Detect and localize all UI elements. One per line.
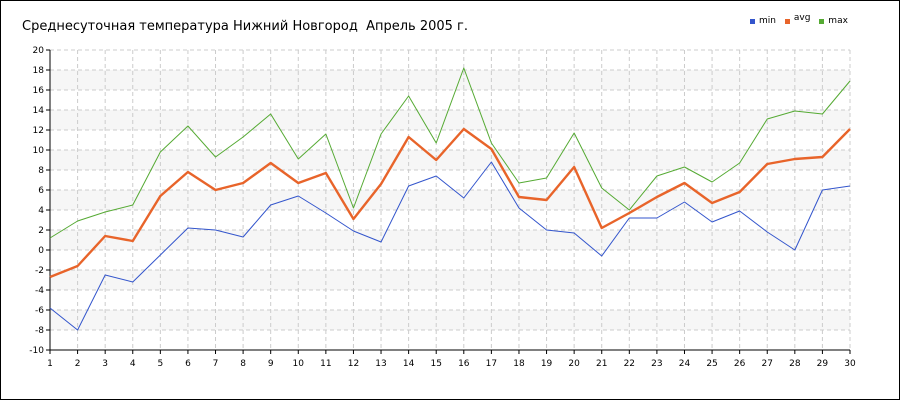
y-tick-label: 10	[33, 146, 45, 156]
x-tick-label: 25	[706, 359, 717, 369]
legend-swatch-avg	[784, 18, 790, 24]
x-tick-label: 30	[844, 359, 856, 369]
series-line-min	[49, 161, 851, 331]
x-tick-label: 16	[458, 359, 470, 369]
y-tick-label: -8	[35, 326, 44, 336]
y-tick-label: -2	[35, 266, 44, 276]
background-bands	[50, 70, 850, 330]
series-lines	[49, 67, 851, 331]
y-tick-label: 14	[33, 106, 45, 116]
y-tick-label: 2	[38, 226, 44, 236]
x-tick-label: 1	[47, 359, 53, 369]
legend-item-min: min	[750, 16, 776, 26]
y-tick-labels: -10 -8 -6 -4 -2 0 2 4 6 8 10 12 14 16 18 20	[29, 46, 44, 356]
legend-label-min: min	[759, 16, 776, 26]
y-tick-label: -6	[35, 306, 44, 316]
x-tick-label: 19	[541, 359, 553, 369]
chart-title: Среднесуточная температура Нижний Новгор…	[22, 19, 469, 34]
x-tick-label: 14	[403, 359, 415, 369]
x-tick-label: 17	[486, 359, 497, 369]
x-tick-label: 5	[157, 359, 163, 369]
x-tick-label: 20	[568, 359, 580, 369]
x-tick-label: 10	[293, 359, 305, 369]
x-tick-label: 23	[651, 359, 662, 369]
y-tick-label: -10	[29, 346, 44, 356]
x-tick-label: 11	[320, 359, 331, 369]
x-tick-label: 12	[348, 359, 359, 369]
x-tick-label: 18	[513, 359, 525, 369]
axes	[46, 49, 851, 354]
grid-band	[50, 150, 850, 170]
y-tick-label: 0	[38, 246, 44, 256]
legend-label-max: max	[828, 16, 848, 26]
x-tick-label: 2	[75, 359, 81, 369]
x-tick-label: 26	[734, 359, 746, 369]
legend-label-avg: avg	[793, 13, 811, 23]
x-tick-label: 6	[185, 359, 191, 369]
grid-band	[50, 310, 850, 330]
x-tick-label: 24	[679, 359, 691, 369]
legend-swatch-min	[750, 18, 755, 24]
legend-item-max: max	[819, 16, 848, 26]
x-tick-label: 7	[213, 359, 219, 369]
series-line-avg	[49, 127, 851, 279]
series-line-max	[49, 67, 851, 239]
grid-band	[50, 230, 850, 250]
y-tick-label: -4	[35, 286, 44, 296]
x-tick-label: 29	[817, 359, 829, 369]
x-tick-label: 9	[268, 359, 274, 369]
x-tick-label: 13	[375, 359, 386, 369]
y-tick-label: 20	[33, 46, 45, 56]
x-tick-label: 4	[130, 359, 136, 369]
x-tick-label: 8	[240, 359, 246, 369]
legend-swatch-max	[819, 18, 825, 24]
y-tick-label: 16	[33, 86, 45, 96]
x-tick-label: 15	[430, 359, 441, 369]
y-tick-label: 12	[33, 126, 44, 136]
y-tick-label: 18	[33, 66, 45, 76]
grid-band	[50, 270, 850, 290]
x-tick-label: 22	[624, 359, 635, 369]
grid-band	[50, 110, 850, 130]
y-tick-label: 4	[38, 206, 44, 216]
x-tick-label: 3	[102, 359, 108, 369]
grid-band	[50, 190, 850, 210]
y-tick-label: 6	[38, 186, 44, 196]
y-tick-label: 8	[38, 166, 44, 176]
x-tick-label: 21	[596, 359, 607, 369]
legend-item-avg: avg	[784, 13, 811, 26]
grid-band	[50, 70, 850, 90]
x-tick-labels: 1 2 3 4 5 6 7 8 9 10 11 12 13 14 15 16 17 18 19 20 21 22 23 24 2…	[47, 359, 856, 369]
x-tick-label: 28	[789, 359, 801, 369]
x-tick-label: 27	[762, 359, 773, 369]
legend: min avg max	[750, 13, 854, 27]
